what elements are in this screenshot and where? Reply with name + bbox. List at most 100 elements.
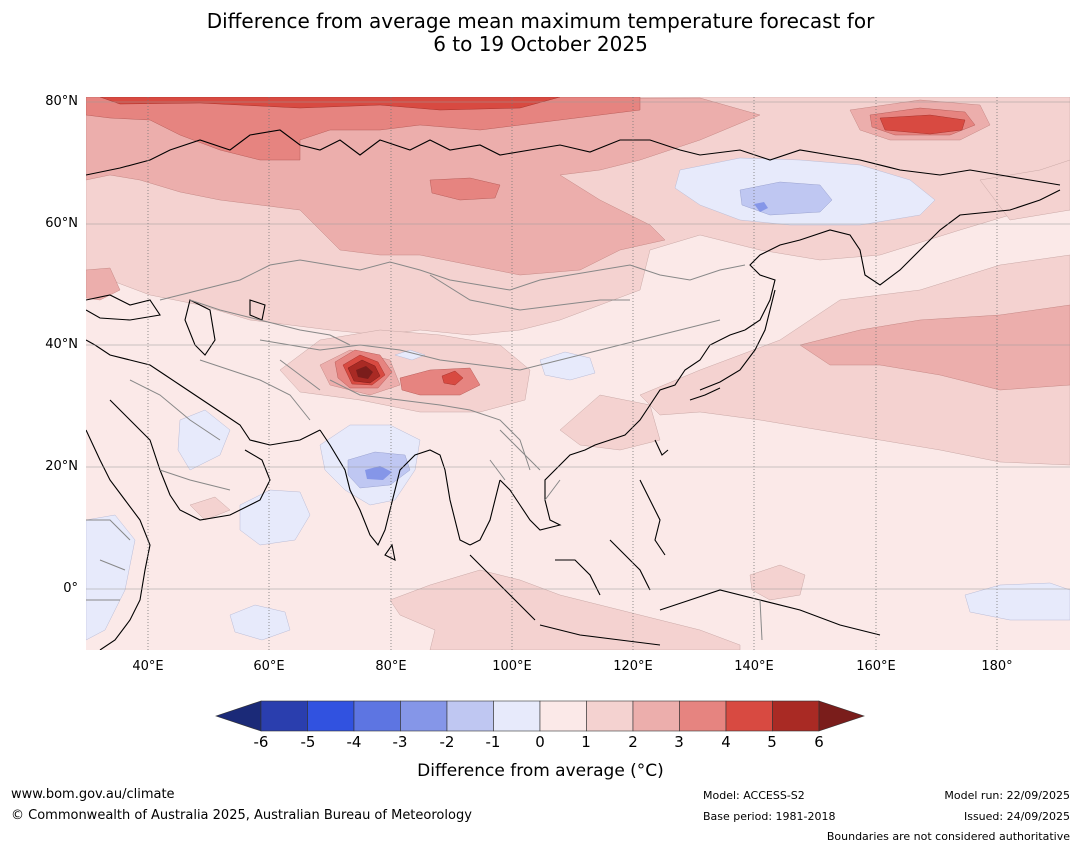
colorbar-tick: 3 [674,733,684,751]
colorbar-tick: 4 [721,733,731,751]
map-title: Difference from average mean maximum tem… [0,10,1081,56]
colorbar-bin [586,700,634,732]
border-china [319,319,721,371]
coastline-kamchatka [744,189,1061,331]
anomaly-region-1to2-arabia [189,496,231,521]
meridians [147,97,998,650]
colorbar-bin [446,700,494,732]
colorbar-bin [493,700,541,732]
lon-label-180: 180° [981,659,1013,674]
footer-website[interactable]: www.bom.gov.au/climate [11,787,175,802]
colorbar-tick: -6 [253,733,269,751]
lat-label-60n: 60°N [45,216,78,231]
colorbar-tick: -5 [300,733,316,751]
footer-model-run: Model run: 22/09/2025 [944,789,1070,802]
anomaly-fields [86,97,1070,650]
coastline-east-asia [499,329,746,531]
coastline-black-sea [86,294,161,321]
lon-label-160e: 160°E [856,659,896,674]
colorbar-bin [679,700,727,732]
anomaly-region-neg3-siberia [754,202,768,212]
colorbar-tick: -2 [439,733,455,751]
anomaly-region-1to2-china [559,394,661,451]
coastline-arctic [86,129,1061,186]
anomaly-region-4to5-arctic-north [99,97,561,111]
coastline-south-asia [319,429,501,547]
lat-label-20n: 20°N [45,459,78,474]
footer-copyright: © Commonwealth of Australia 2025, Austra… [11,808,472,823]
anomaly-region-1to2-new-guinea [749,564,806,601]
anomaly-region-1to2-ne-asia [979,159,1070,221]
title-line-2: 6 to 19 October 2025 [433,32,648,56]
colorbar-tick: 1 [581,733,591,751]
colorbar-title: Difference from average (°C) [417,761,664,781]
border-himalaya [329,379,531,471]
parallels [86,101,1070,590]
coastline-sri-lanka [384,543,396,561]
footer-base-period: Base period: 1981-2018 [703,810,836,823]
lat-label-40n: 40°N [45,337,78,352]
lon-label-60e: 60°E [253,659,285,674]
country-borders [86,259,763,641]
border-kazakhstan [189,299,351,346]
coastline-middle-east [86,339,321,446]
anomaly-region-neg1-china [539,351,596,381]
border-saudi [129,379,231,491]
colorbar-tick: -3 [392,733,408,751]
anomaly-region-1to2-ocean [389,569,741,650]
anomaly-region-neg1-africa [86,514,136,641]
lat-label-80n: 80°N [45,94,78,109]
colorbar-extend-min [215,700,262,732]
border-russia-south [159,259,746,301]
colorbar-bin [772,700,820,732]
lon-label-120e: 120°E [613,659,653,674]
anomaly-region-2to3-pacific [799,304,1070,391]
coastlines [86,129,1061,650]
coastline-philippines [639,479,666,556]
coastline-taiwan [654,439,669,456]
colorbar-bin [353,700,401,732]
anomaly-region-4to5-tibet [441,370,464,386]
anomaly-region-3to4-siberia-lake [429,177,501,201]
title-line-1: Difference from average mean maximum tem… [206,9,875,33]
colorbar-bin [725,700,773,732]
footer-disclaimer: Boundaries are not considered authoritat… [826,830,1070,843]
anomaly-region-3to4-tibet [399,367,481,396]
colorbar-tick: 0 [535,733,545,751]
anomaly-region-3to4-arctic [86,97,641,161]
colorbar-extend-max [818,700,865,732]
lon-label-80e: 80°E [375,659,407,674]
lon-label-40e: 40°E [132,659,164,674]
border-africa [86,519,131,601]
colorbar-bin [307,700,355,732]
border-mongolia [429,274,630,311]
anomaly-region-neg3-india [365,466,392,480]
colorbar-tick: -1 [485,733,501,751]
footer-issued: Issued: 24/09/2025 [963,810,1070,823]
coastline-sumatra [469,539,881,646]
colorbar-tick: 6 [814,733,824,751]
colorbar-tick: 2 [628,733,638,751]
border-iran [199,359,311,421]
anomaly-region-neg1-somalia [239,489,311,546]
coastline-africa [86,429,151,650]
footer-model: Model: ACCESS-S2 [703,789,805,802]
colorbar-bin [400,700,448,732]
colorbar-tick: -4 [346,733,362,751]
colorbar [215,700,865,732]
anomaly-region-4to5-arctic-east [879,114,966,135]
border-new-guinea [759,599,763,641]
coastline-arabia [109,399,271,521]
lon-label-100e: 100°E [492,659,532,674]
colorbar-bin [539,700,587,732]
colorbar-bin [632,700,680,732]
lon-label-140e: 140°E [734,659,774,674]
lat-label-0: 0° [63,581,78,596]
anomaly-region-6plus [356,366,373,379]
coastline-caspian [184,299,216,356]
colorbar-tick: 5 [767,733,777,751]
colorbar-bin [260,700,308,732]
anomaly-region-neg1-indian-ocean [229,604,291,641]
anomaly-region-neg1-pacific [964,582,1070,621]
